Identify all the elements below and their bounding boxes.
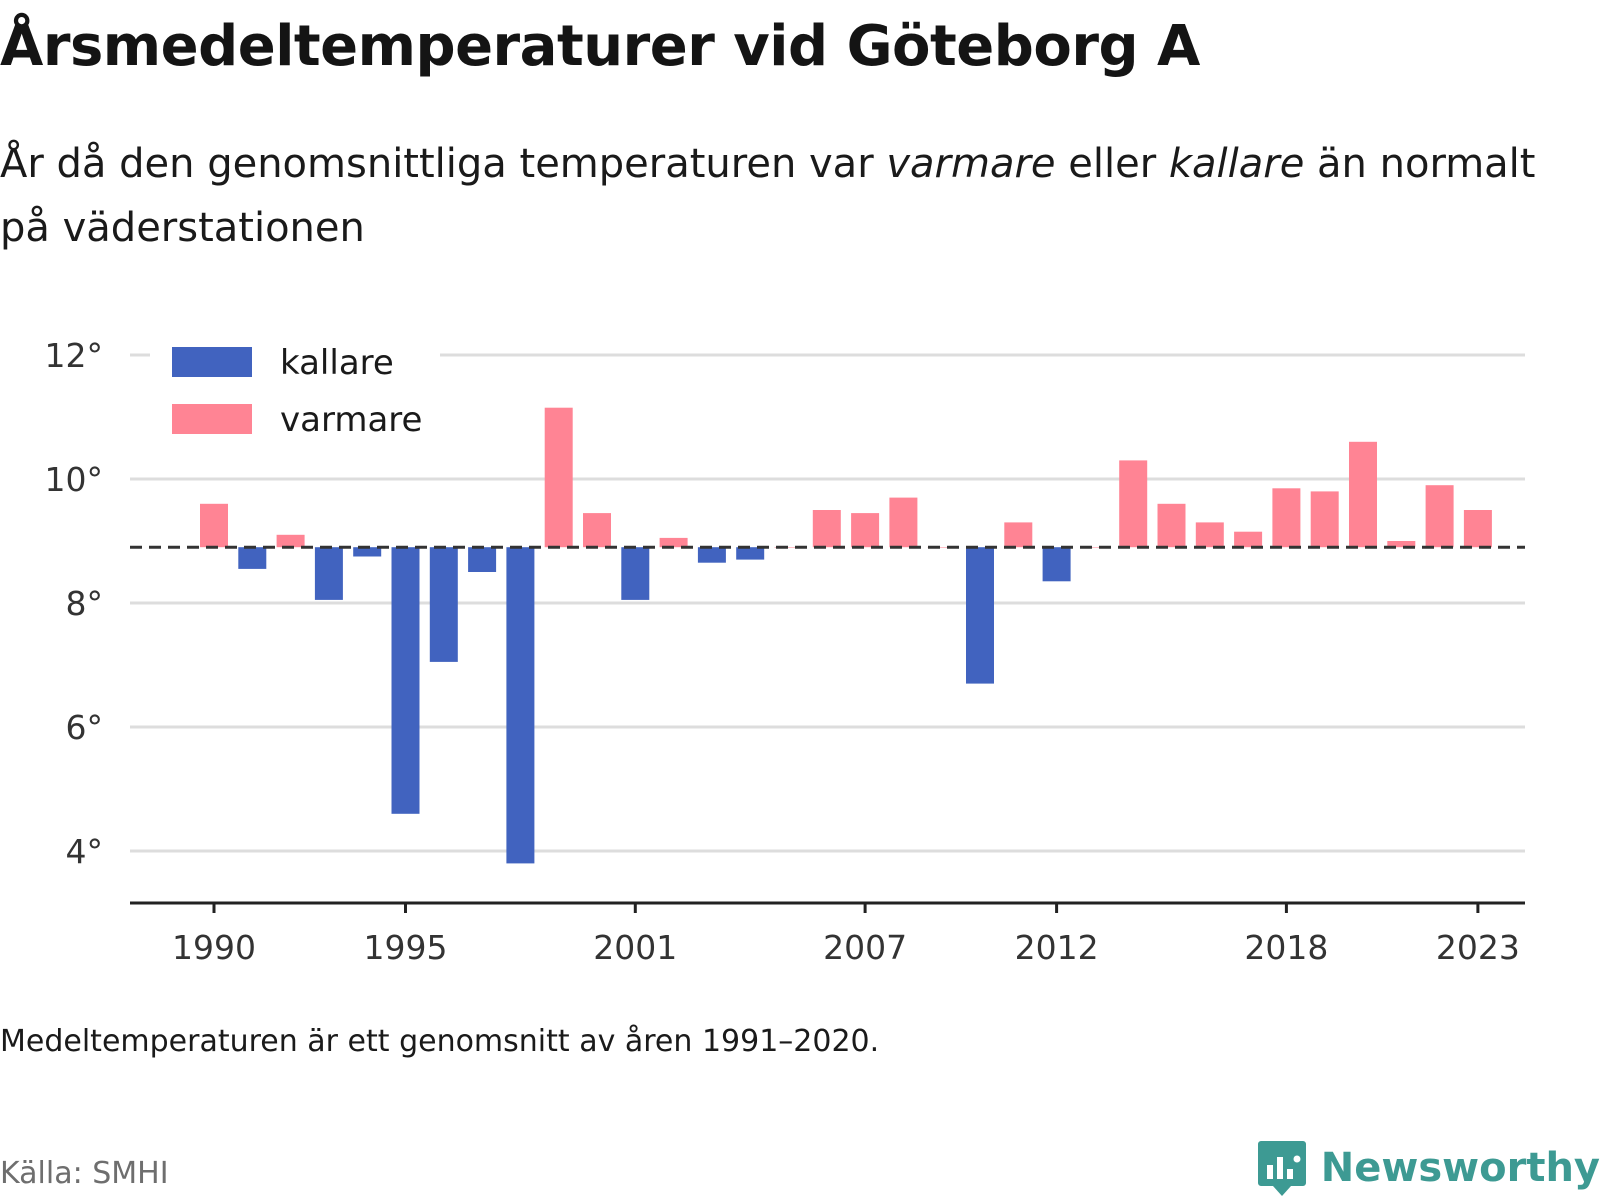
subtitle-text-1: År då den genomsnittliga temperaturen va… bbox=[0, 141, 887, 187]
bar-2018 bbox=[1272, 488, 1301, 548]
legend: kallare varmare bbox=[150, 335, 440, 447]
newsworthy-logo: Newsworthy bbox=[1257, 1138, 1600, 1198]
bar-2008 bbox=[889, 497, 918, 548]
chart-title: Årsmedeltemperaturer vid Göteborg A bbox=[0, 14, 1200, 79]
bar-2003 bbox=[697, 547, 726, 563]
bar-2001 bbox=[621, 547, 650, 600]
bar-2010 bbox=[966, 547, 994, 684]
chart-subtitle: År då den genomsnittliga temperaturen va… bbox=[0, 132, 1560, 260]
x-tick-label: 1995 bbox=[364, 928, 448, 967]
bar-2007 bbox=[851, 513, 880, 548]
bar-1996 bbox=[429, 547, 458, 662]
bar-2021 bbox=[1387, 541, 1416, 548]
y-axis-labels: 4° 6° 8° 10° 12° bbox=[45, 336, 104, 871]
brand-name: Newsworthy bbox=[1320, 1145, 1600, 1191]
bar-2017 bbox=[1234, 531, 1263, 548]
y-tick-label: 12° bbox=[45, 336, 104, 375]
x-tick-label: 1990 bbox=[172, 928, 256, 967]
y-tick-label: 4° bbox=[66, 832, 104, 871]
bar-2022 bbox=[1425, 485, 1454, 548]
bar-2011 bbox=[1004, 522, 1033, 548]
bar-2009 bbox=[927, 547, 956, 548]
bar-1999 bbox=[544, 407, 573, 548]
newsworthy-logo-icon bbox=[1257, 1141, 1306, 1196]
bar-1993 bbox=[314, 547, 343, 600]
subtitle-text-2: eller bbox=[1055, 141, 1169, 187]
bar-2013 bbox=[1080, 547, 1109, 548]
subtitle-text-3: än normalt på väderstationen bbox=[0, 141, 1536, 251]
bar-2000 bbox=[583, 513, 611, 548]
x-tick-label: 2018 bbox=[1244, 928, 1328, 967]
bar-2019 bbox=[1310, 491, 1339, 548]
legend-swatch-varmare bbox=[172, 404, 252, 434]
bar-2014 bbox=[1119, 460, 1148, 548]
bar-2006 bbox=[812, 510, 841, 548]
bar-2005 bbox=[774, 547, 803, 548]
bar-2020 bbox=[1349, 441, 1377, 548]
y-tick-label: 6° bbox=[66, 708, 104, 747]
bar-2016 bbox=[1195, 522, 1224, 548]
bar-2002 bbox=[659, 537, 688, 548]
footnote: Medeltemperaturen är ett genomsnitt av å… bbox=[0, 1024, 880, 1059]
bar-1990 bbox=[200, 503, 228, 548]
x-tick-label: 2007 bbox=[823, 928, 907, 967]
bars bbox=[200, 407, 1492, 864]
x-axis: 1990 1995 2001 2007 2012 2018 2023 bbox=[130, 901, 1525, 967]
bar-1994 bbox=[353, 547, 382, 557]
x-tick-label: 2023 bbox=[1436, 928, 1520, 967]
bar-2015 bbox=[1157, 503, 1186, 548]
legend-swatch-kallare bbox=[172, 347, 252, 377]
subtitle-colder-word: kallare bbox=[1168, 141, 1305, 187]
bar-chart: 4° 6° 8° 10° 12° 1990 1995 2001 2007 2012 2018 202… bbox=[45, 335, 1525, 967]
y-tick-label: 10° bbox=[45, 460, 104, 499]
x-tick-label: 2001 bbox=[593, 928, 677, 967]
bar-2004 bbox=[736, 547, 765, 560]
bar-1992 bbox=[276, 534, 305, 548]
bar-2012 bbox=[1042, 547, 1071, 582]
bar-1998 bbox=[506, 547, 535, 864]
legend-label-kallare: kallare bbox=[280, 343, 394, 383]
bar-1997 bbox=[468, 547, 497, 572]
bar-1991 bbox=[238, 547, 267, 569]
bar-2023 bbox=[1463, 510, 1492, 548]
x-tick-label: 2012 bbox=[1015, 928, 1099, 967]
legend-label-varmare: varmare bbox=[280, 400, 422, 440]
subtitle-warmer-word: varmare bbox=[886, 141, 1056, 187]
source-label: Källa: SMHI bbox=[0, 1156, 169, 1191]
bar-1995 bbox=[391, 547, 420, 814]
y-tick-label: 8° bbox=[66, 584, 104, 623]
